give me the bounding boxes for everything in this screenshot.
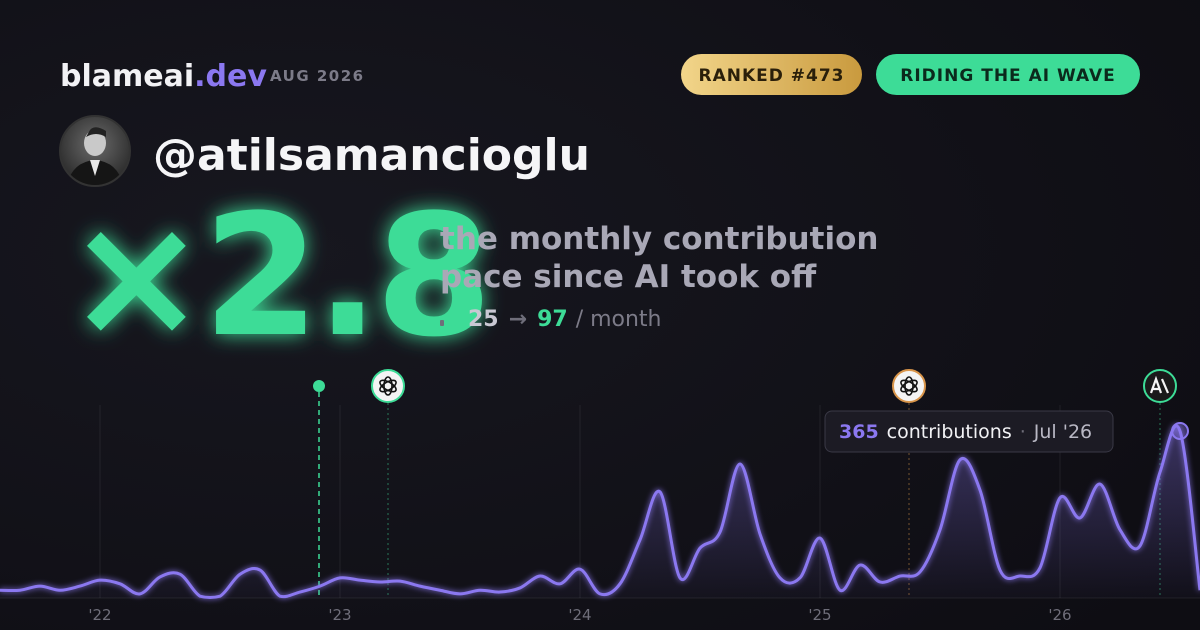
x-tick-label: '26 xyxy=(1048,606,1071,624)
tooltip-text: 365 contributions · Jul '26 xyxy=(839,421,1092,443)
brand-suffix: .dev xyxy=(194,59,267,94)
rank-badge-text: RANKED #473 xyxy=(698,66,844,86)
pace-arrow: → xyxy=(509,307,527,332)
x-tick-label: '23 xyxy=(328,606,351,624)
tooltip-date: Jul '26 xyxy=(1033,421,1092,443)
pace-after: 97 xyxy=(537,307,568,332)
x-tick-label: '25 xyxy=(808,606,831,624)
openai-icon xyxy=(371,369,405,403)
milestone-markers xyxy=(313,369,1177,598)
tooltip-label: contributions xyxy=(887,421,1012,443)
brand-name: blameai xyxy=(60,59,194,94)
pace-stats: 25 → 97 / month xyxy=(468,307,662,332)
pace-icon xyxy=(440,308,456,326)
status-badge-text: RIDING THE AI WAVE xyxy=(900,66,1115,86)
pace-before: 25 xyxy=(468,307,499,332)
x-tick-label: '22 xyxy=(88,606,111,624)
highlight-point xyxy=(1171,422,1189,441)
tooltip xyxy=(824,410,1114,453)
line xyxy=(0,424,1200,600)
brand: blameai.dev xyxy=(60,59,267,94)
chart: '22 '23 '24 '25 '26 xyxy=(0,405,1200,624)
rank-badge xyxy=(681,54,862,95)
x-tick-label: '24 xyxy=(568,606,591,624)
openai-icon xyxy=(892,369,926,403)
date: AUG 2026 xyxy=(270,67,365,85)
pace-unit: / month xyxy=(576,307,662,332)
avatar xyxy=(59,115,131,187)
area xyxy=(0,425,1200,598)
multiplier: ×2.8 xyxy=(66,178,488,374)
status-badge xyxy=(876,54,1140,95)
tooltip-value: 365 xyxy=(839,421,879,443)
username: @atilsamancioglu xyxy=(153,130,590,181)
milestone-dot xyxy=(313,380,325,392)
tooltip-separator: · xyxy=(1020,421,1026,443)
anthropic-icon xyxy=(1143,369,1177,403)
description-line: pace since AI took off xyxy=(440,259,817,295)
description-line: the monthly contribution xyxy=(440,221,878,257)
